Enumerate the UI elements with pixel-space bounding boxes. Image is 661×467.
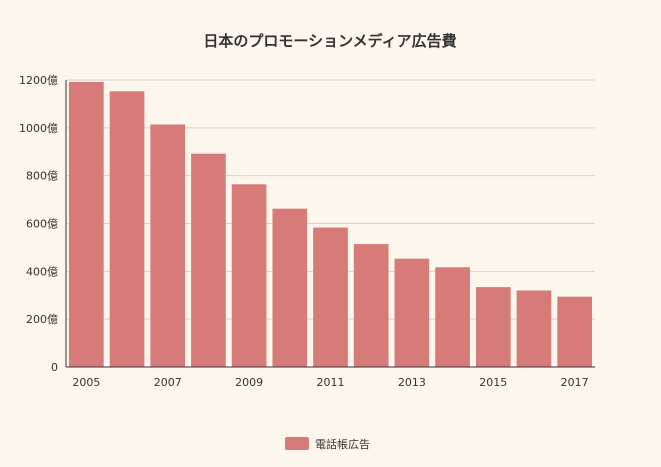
bar[interactable]: [191, 153, 226, 367]
bar[interactable]: [394, 258, 430, 367]
x-tick-label: 2011: [317, 376, 345, 389]
legend-swatch[interactable]: [285, 437, 309, 450]
bar[interactable]: [272, 208, 308, 367]
x-tick-label: 2009: [235, 376, 263, 389]
y-tick-label: 600億: [26, 218, 58, 231]
legend[interactable]: 電話帳広告: [285, 437, 370, 451]
bar[interactable]: [69, 81, 104, 367]
x-tick-label: 2017: [561, 376, 589, 389]
y-axis-ticks: 0 200億 400億 600億 800億 1000億 1200億: [19, 74, 58, 374]
y-tick-label: 400億: [26, 265, 58, 278]
x-axis-ticks: 2005 2007 2009 2011 2013 2015 2017: [72, 376, 588, 389]
bar[interactable]: [353, 244, 389, 367]
y-tick-label: 0: [51, 361, 58, 374]
y-tick-label: 800億: [26, 170, 58, 183]
bar[interactable]: [109, 91, 145, 367]
bar[interactable]: [231, 184, 267, 367]
bar[interactable]: [150, 124, 186, 367]
x-tick-label: 2013: [398, 376, 426, 389]
x-tick-label: 2007: [154, 376, 182, 389]
bar[interactable]: [557, 296, 592, 367]
bar[interactable]: [435, 267, 470, 367]
legend-label[interactable]: 電話帳広告: [315, 437, 370, 451]
y-tick-label: 200億: [26, 313, 58, 326]
chart-title: 日本のプロモーションメディア広告費: [203, 32, 456, 50]
bars: [69, 81, 592, 367]
axes: [65, 80, 595, 368]
bar[interactable]: [516, 290, 552, 367]
x-tick-label: 2015: [479, 376, 507, 389]
bar[interactable]: [313, 227, 348, 367]
bar[interactable]: [475, 287, 511, 367]
y-tick-label: 1200億: [19, 74, 58, 87]
y-tick-label: 1000億: [19, 122, 58, 135]
x-tick-label: 2005: [72, 376, 100, 389]
